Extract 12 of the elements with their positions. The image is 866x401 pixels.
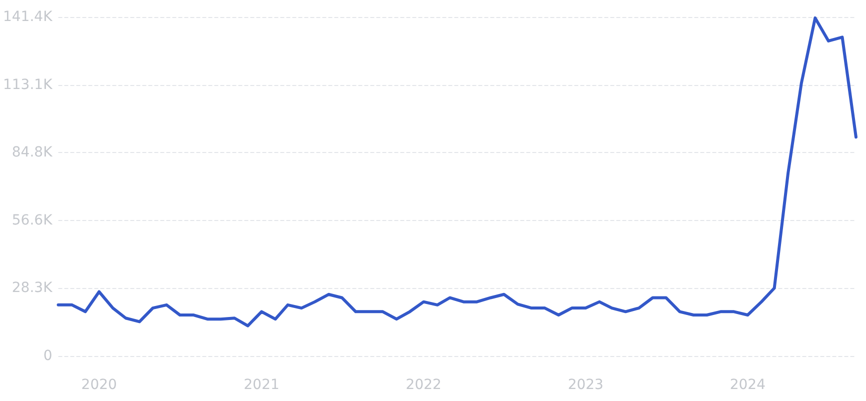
y-tick-label: 28.3K [12,280,54,296]
y-tick-label: 0 [43,348,52,364]
x-tick-label: 2022 [406,377,442,393]
x-tick-label: 2020 [81,377,117,393]
x-tick-label: 2023 [568,377,604,393]
x-tick-label: 2024 [730,377,766,393]
y-tick-label: 56.6K [12,212,54,228]
y-tick-label: 141.4K [2,9,54,25]
x-tick-label: 2021 [244,377,280,393]
line-series [56,16,858,328]
y-tick-label: 84.8K [12,144,54,161]
y-tick-label: 113.1K [2,76,54,93]
